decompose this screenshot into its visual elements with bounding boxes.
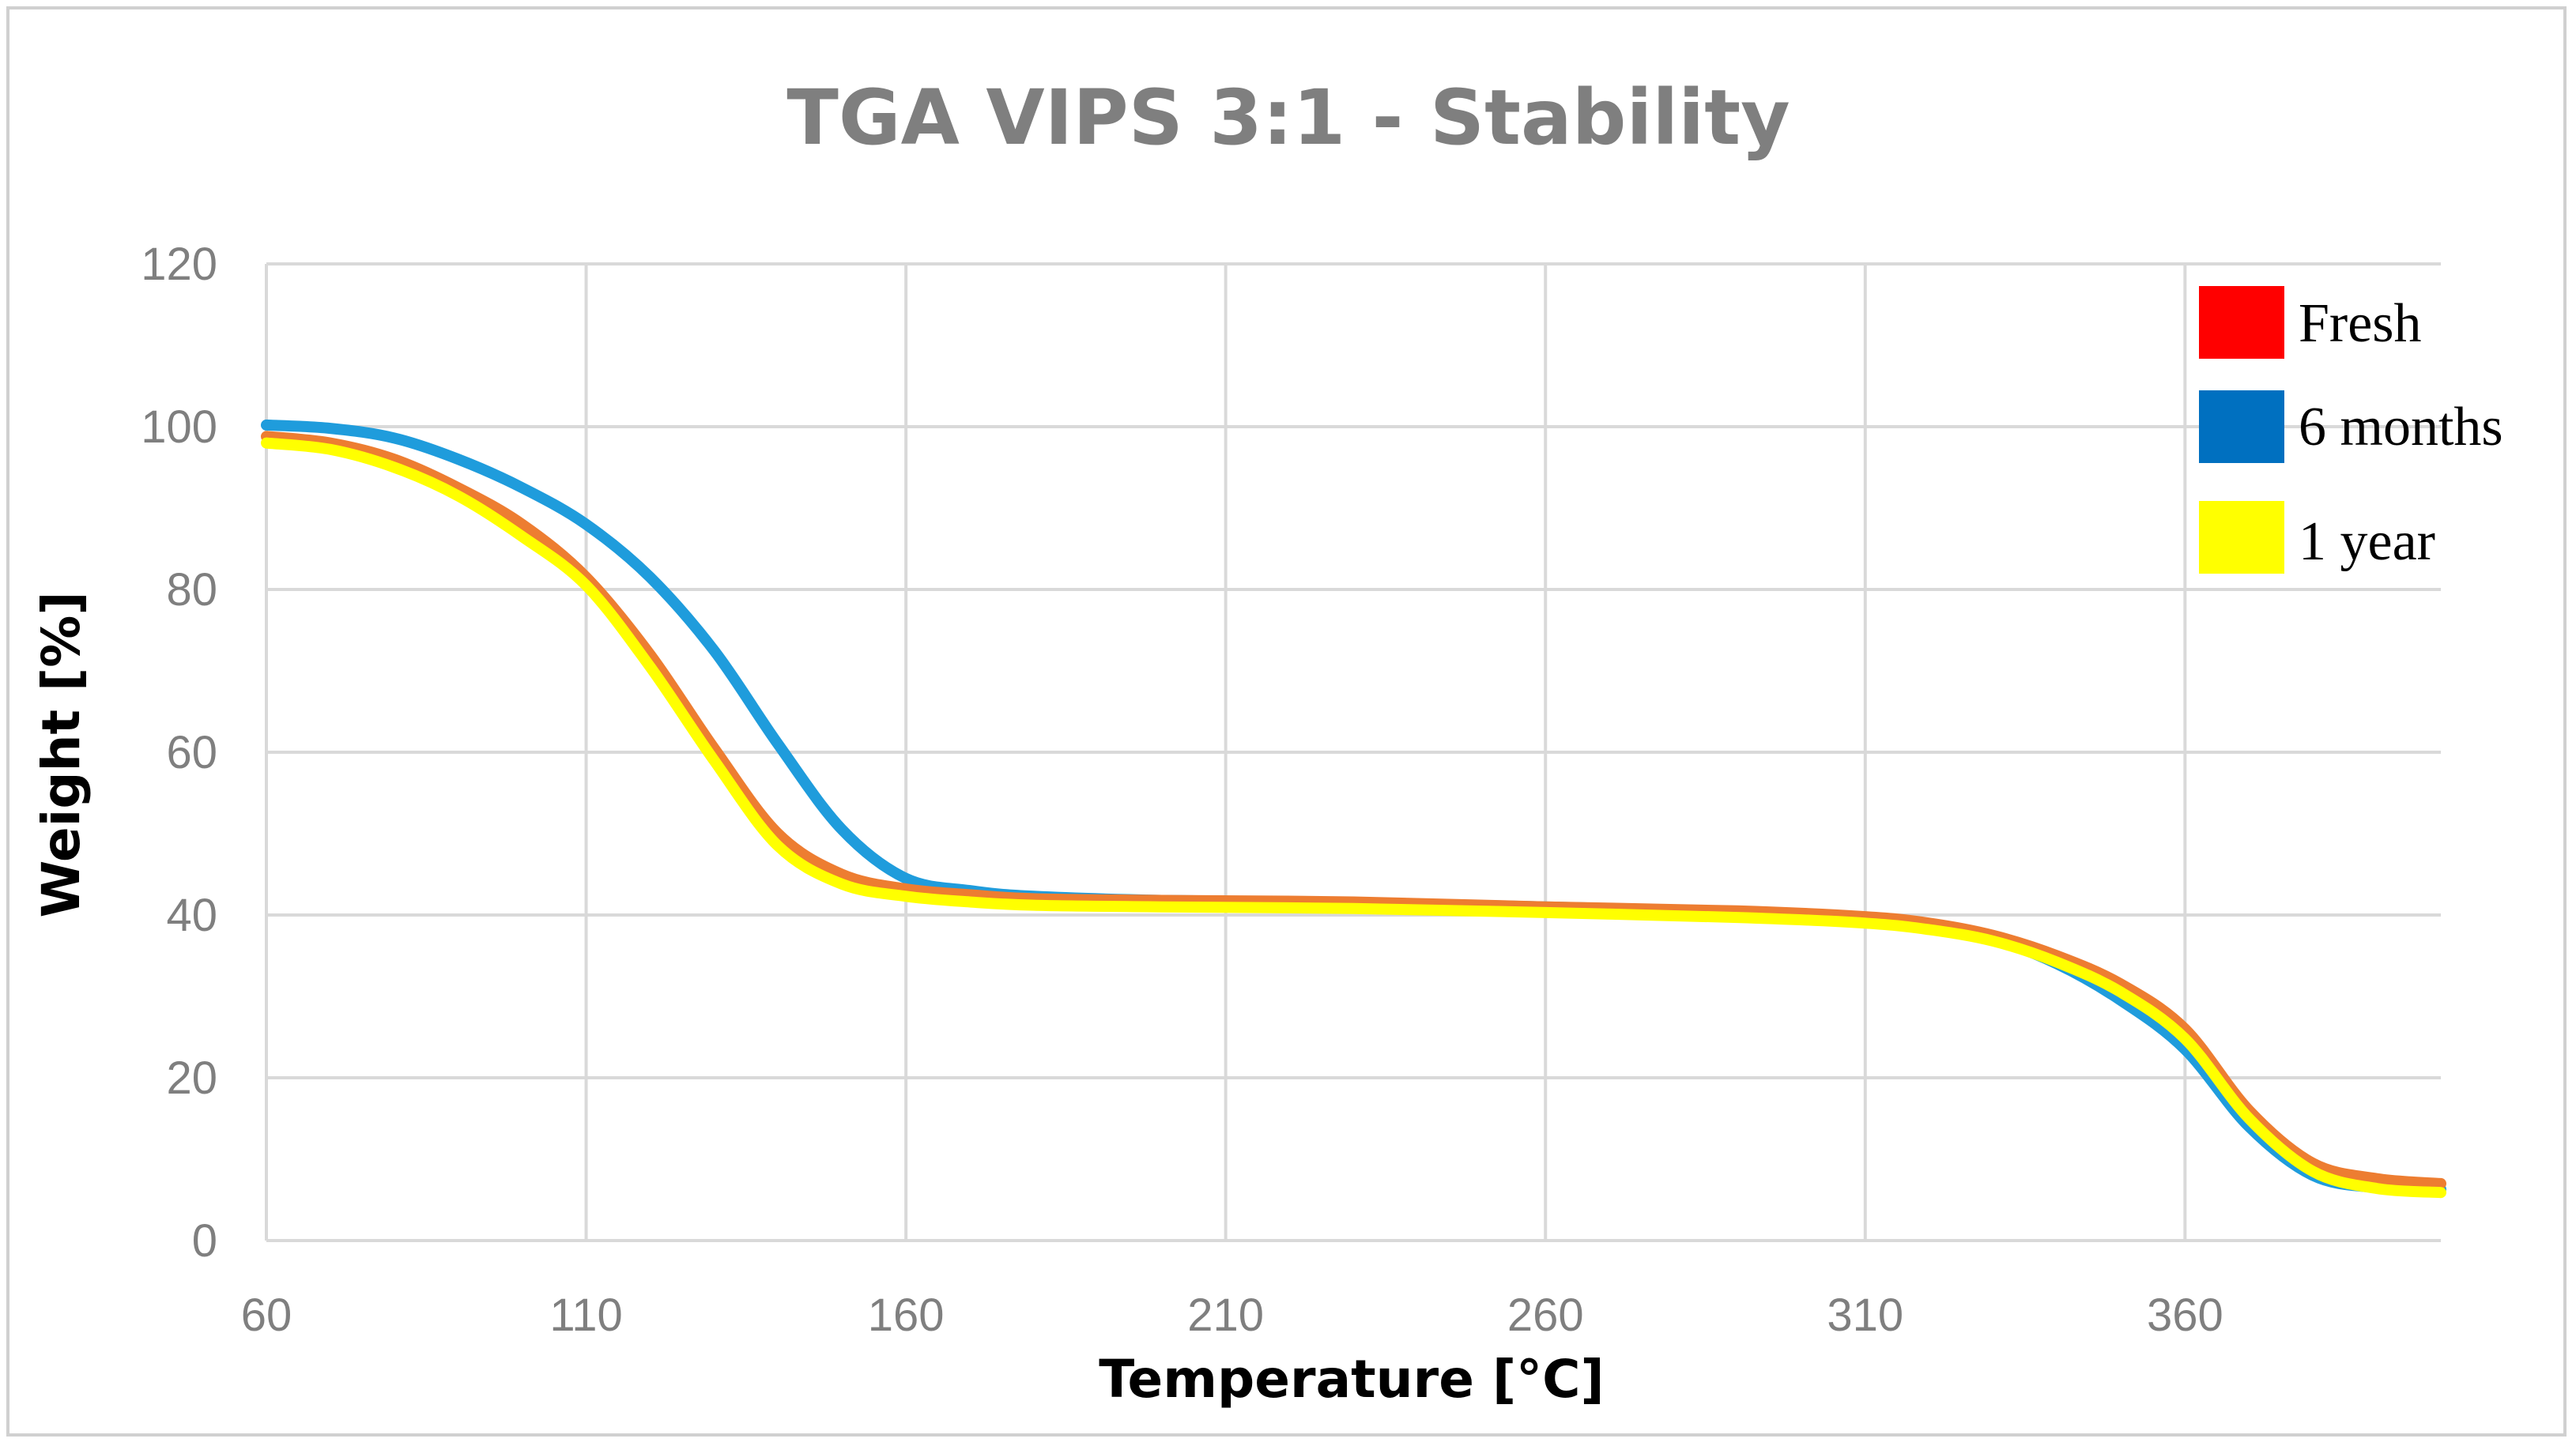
x-tick-label: 310	[1827, 1290, 1903, 1341]
y-tick-label: 20	[166, 1052, 217, 1104]
y-tick-label: 0	[192, 1215, 217, 1267]
x-axis-label: Temperature [°C]	[1099, 1349, 1604, 1410]
legend-swatch-1-year	[2199, 501, 2284, 574]
legend: Fresh 6 months 1 year	[2199, 286, 2503, 574]
legend-label-1-year: 1 year	[2299, 511, 2435, 572]
legend-swatch-fresh	[2199, 286, 2284, 359]
x-tick-label: 360	[2147, 1290, 2223, 1341]
y-tick-label: 100	[141, 401, 217, 453]
y-tick-label: 60	[166, 727, 217, 778]
x-tick-label: 60	[241, 1290, 292, 1341]
legend-label-6-months: 6 months	[2299, 397, 2503, 458]
x-tick-label: 160	[868, 1290, 945, 1341]
legend-label-fresh: Fresh	[2299, 293, 2422, 354]
axis-tick-labels: 0 20 40 60 80 100 120 60 110 160 210 260 310 360	[141, 239, 2223, 1341]
x-tick-label: 210	[1187, 1290, 1264, 1341]
x-tick-label: 110	[549, 1290, 622, 1341]
x-tick-label: 260	[1507, 1290, 1584, 1341]
y-tick-label: 120	[141, 239, 217, 290]
series-lines	[261, 419, 2446, 1199]
series-line-6-months	[261, 419, 2446, 1196]
chart-title: TGA VIPS 3:1 - Stability	[786, 73, 1790, 162]
grid	[265, 262, 2441, 1242]
series-line-1-year	[261, 437, 2446, 1199]
series-line-fresh	[261, 431, 2446, 1189]
y-axis-label: Weight [%]	[31, 591, 92, 917]
y-tick-label: 80	[166, 564, 217, 616]
chart-frame	[6, 6, 2567, 1437]
y-tick-label: 40	[166, 890, 217, 941]
legend-swatch-6-months	[2199, 390, 2284, 463]
